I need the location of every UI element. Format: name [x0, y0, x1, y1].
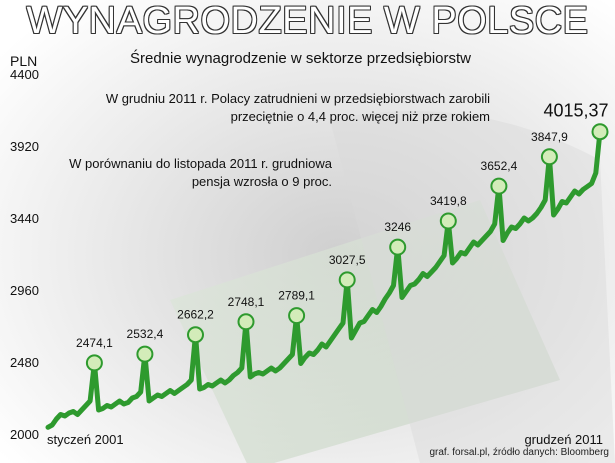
data-label: 3847,9 [531, 130, 568, 144]
series-line [45, 129, 603, 430]
data-label: 4015,37 [543, 101, 608, 121]
chart-subtitle: Średnie wynagrodzenie w sektorze przedsi… [130, 50, 472, 67]
annotation-line: przeciętnie o 4,4 proc. więcej niż prze … [230, 109, 490, 124]
y-axis: 2000 2480 2960 3440 3920 4400 [10, 67, 39, 442]
source-note: graf. forsal.pl, źródło danych: Bloomber… [429, 447, 609, 458]
data-label: 3419,8 [430, 194, 467, 208]
annotation-line: W grudniu 2011 r. Polacy zatrudnieni w p… [105, 91, 490, 106]
y-tick-label: 3440 [10, 211, 39, 226]
data-labels: 2474,1 2532,4 2662,2 2748,1 2789,1 3027,5 3246… [76, 101, 608, 350]
data-label: 3246 [384, 220, 411, 234]
y-tick-label: 3920 [10, 139, 39, 154]
x-label-end: grudzeń 2011 [524, 432, 603, 447]
annotation-december: W grudniu 2011 r. Polacy zatrudnieni w p… [60, 90, 490, 126]
data-point-marker [136, 345, 154, 363]
data-label: 2474,1 [76, 336, 113, 350]
data-point-marker [389, 238, 407, 256]
data-point-marker [338, 271, 356, 289]
main-title: WYNAGRODZENIE W POLSCE [26, 0, 589, 42]
y-tick-label: 2000 [10, 427, 39, 442]
data-point-marker [540, 148, 558, 166]
data-point-marker [439, 212, 457, 230]
y-tick-label: 4400 [10, 67, 39, 82]
y-tick-label: 2480 [10, 355, 39, 370]
unit-label: PLN [10, 53, 38, 69]
annotation-line: pensja wzrosła o 9 proc. [191, 174, 332, 189]
data-point-marker [187, 326, 204, 344]
y-tick-label: 2960 [10, 283, 39, 298]
data-label: 2789,1 [278, 289, 315, 303]
data-label: 3652,4 [481, 159, 518, 173]
data-point-marker [591, 123, 609, 141]
data-label: 3027,5 [329, 253, 366, 267]
data-label: 2532,4 [127, 327, 164, 341]
data-point-marker [288, 307, 306, 325]
data-point-marker [237, 313, 255, 331]
x-label-start: styczeń 2001 [47, 432, 124, 447]
data-point-marker [85, 354, 103, 372]
data-point-marker [490, 177, 508, 195]
salary-series-line [45, 129, 603, 430]
annotation-line: W porównaniu do listopada 2011 r. grudni… [69, 156, 332, 171]
annotation-november: W porównaniu do listopada 2011 r. grudni… [60, 155, 332, 191]
data-markers [85, 123, 609, 372]
data-label: 2662,2 [177, 308, 214, 322]
data-label: 2748,1 [228, 295, 265, 309]
